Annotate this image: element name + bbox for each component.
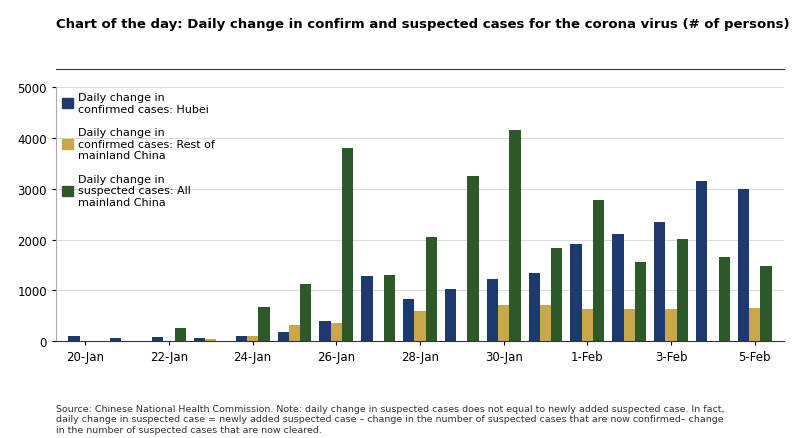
Bar — [486, 279, 498, 342]
Bar — [738, 190, 749, 342]
Text: Source: Chinese National Health Commission. Note: daily change in suspected case: Source: Chinese National Health Commissi… — [56, 404, 725, 434]
Bar — [289, 325, 300, 342]
Bar — [570, 244, 582, 342]
Bar — [593, 201, 604, 342]
Bar — [258, 307, 270, 342]
Bar — [696, 181, 707, 342]
Bar — [330, 323, 342, 342]
Bar — [403, 299, 414, 342]
Bar — [760, 267, 772, 342]
Legend: Daily change in
confirmed cases: Hubei, Daily change in
confirmed cases: Rest of: Daily change in confirmed cases: Hubei, … — [62, 93, 215, 208]
Bar — [384, 275, 395, 342]
Bar — [540, 306, 551, 342]
Bar — [247, 336, 258, 342]
Bar — [68, 336, 80, 342]
Bar — [110, 338, 122, 342]
Bar — [174, 328, 186, 342]
Bar — [362, 276, 373, 342]
Bar — [445, 289, 456, 342]
Bar — [623, 310, 635, 342]
Bar — [300, 285, 311, 342]
Bar — [205, 339, 217, 342]
Bar — [551, 248, 562, 342]
Bar — [666, 310, 677, 342]
Bar — [498, 306, 510, 342]
Bar — [749, 308, 760, 342]
Bar — [236, 336, 247, 342]
Bar — [582, 310, 593, 342]
Bar — [654, 223, 666, 342]
Bar — [319, 321, 330, 342]
Bar — [467, 177, 478, 342]
Bar — [426, 237, 437, 342]
Bar — [529, 273, 540, 342]
Bar — [510, 131, 521, 342]
Bar — [342, 148, 354, 342]
Bar — [278, 332, 289, 342]
Bar — [152, 338, 163, 342]
Bar — [718, 258, 730, 342]
Bar — [635, 262, 646, 342]
Text: Chart of the day: Daily change in confirm and suspected cases for the corona vir: Chart of the day: Daily change in confir… — [56, 18, 790, 31]
Bar — [612, 235, 623, 342]
Bar — [414, 312, 426, 342]
Bar — [194, 339, 205, 342]
Bar — [677, 239, 688, 342]
